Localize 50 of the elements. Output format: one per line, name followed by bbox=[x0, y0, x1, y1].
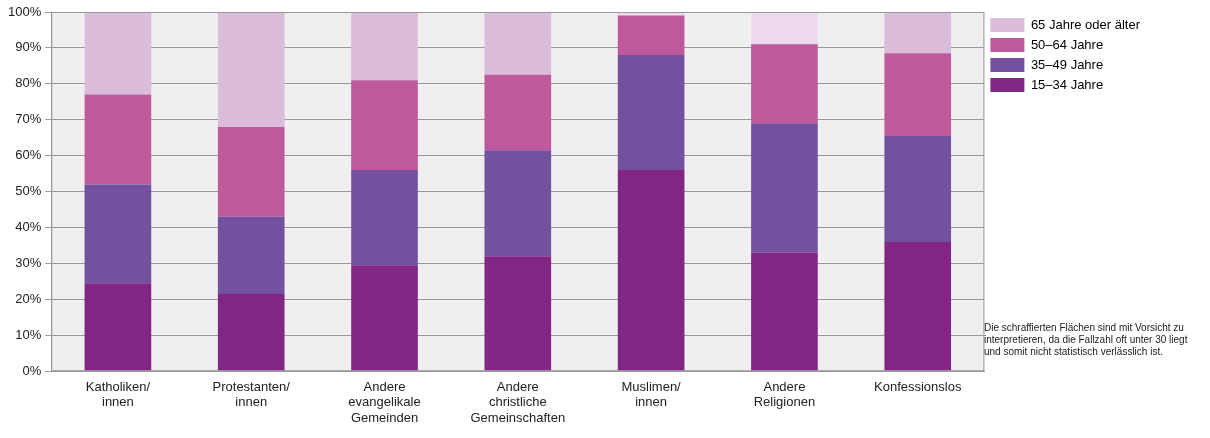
bar bbox=[751, 44, 818, 124]
bar bbox=[484, 256, 552, 371]
bar bbox=[217, 293, 285, 371]
bar bbox=[351, 12, 418, 81]
bar bbox=[351, 170, 418, 266]
y-tick-label: 50% bbox=[15, 183, 42, 199]
bar bbox=[617, 15, 685, 56]
y-tick-label: 0% bbox=[22, 362, 42, 378]
y-tick-label: 40% bbox=[15, 219, 42, 235]
bar bbox=[84, 12, 152, 95]
bar bbox=[751, 123, 818, 253]
bar bbox=[217, 126, 285, 217]
legend-label: 15–34 Jahre bbox=[1030, 76, 1104, 92]
x-tick-label: Andere Religionen bbox=[753, 378, 816, 410]
bar bbox=[484, 150, 552, 257]
bar bbox=[617, 170, 685, 371]
x-tick-label: Katholiken/innen bbox=[85, 378, 151, 410]
y-tick-label: 10% bbox=[15, 326, 42, 342]
x-tick-label: Muslimen/innen bbox=[621, 378, 682, 410]
y-tick-label: 80% bbox=[15, 75, 42, 91]
y-tick-label: 60% bbox=[15, 147, 42, 163]
bar bbox=[484, 74, 552, 151]
bar bbox=[84, 184, 152, 284]
bar bbox=[84, 283, 152, 371]
bar bbox=[884, 241, 952, 371]
bar bbox=[217, 216, 285, 294]
bar bbox=[884, 12, 952, 54]
bar bbox=[351, 265, 418, 371]
bar bbox=[217, 12, 285, 127]
x-tick-label: Andere evangelikale Gemeinden bbox=[348, 378, 421, 425]
y-tick-label: 100% bbox=[8, 3, 42, 19]
y-tick-label: 90% bbox=[15, 39, 42, 55]
legend-label: 65 Jahre oder älter bbox=[1030, 16, 1141, 32]
y-tick-label: 20% bbox=[15, 290, 42, 306]
y-tick-label: 70% bbox=[15, 111, 42, 127]
bar bbox=[884, 135, 952, 242]
bar bbox=[484, 12, 552, 75]
bar bbox=[351, 80, 418, 171]
bar bbox=[84, 94, 152, 185]
y-tick-label: 30% bbox=[15, 255, 42, 271]
legend-label: 35–49 Jahre bbox=[1030, 56, 1104, 72]
bar bbox=[751, 252, 818, 371]
bar bbox=[884, 53, 952, 136]
legend-label: 50–64 Jahre bbox=[1030, 36, 1104, 52]
bar bbox=[751, 12, 818, 45]
bar bbox=[617, 55, 685, 171]
x-tick-label: Protestanten/innen bbox=[212, 378, 291, 410]
x-tick-label: Konfessionslos bbox=[874, 378, 962, 394]
annotation: Die schraffierten Flächen sind mit Vorsicht zu interpretieren, da die Fallzahl oft unter 30 liegt und somit nicht statistisch verlässlich ist. bbox=[984, 322, 1189, 358]
x-tick-label: Andere christliche Gemeinschaften bbox=[470, 378, 566, 425]
